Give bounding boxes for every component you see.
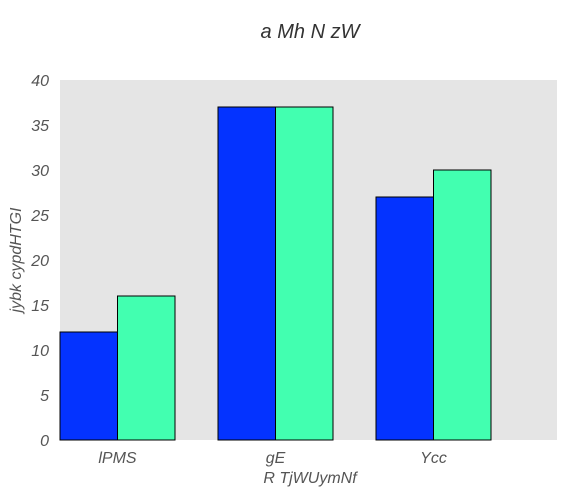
bar-lPMS-series-1 [59,331,118,441]
y-tick-label: 10 [31,343,49,360]
bars-layer [59,106,492,441]
bar-gE-series-1 [217,106,276,441]
y-axis: 0 5 10 15 20 25 30 35 40 [30,73,49,450]
bar-lPMS-series-2 [117,295,176,441]
y-tick-label: 25 [30,208,49,225]
y-axis-label: jybk cypdHTGI [8,207,25,314]
y-tick-label: 35 [31,118,49,135]
y-tick-label: 5 [40,388,49,405]
y-tick-label: 20 [30,253,49,270]
chart-title: a Mh N zW [261,21,362,43]
x-tick-label: gE [266,450,286,467]
bar-Ycc-series-1 [375,196,434,441]
x-tick-label: Ycc [420,450,447,467]
y-tick-label: 30 [31,163,49,180]
bar-gE-series-2 [275,106,334,441]
y-tick-label: 40 [31,73,49,90]
x-axis-label: R TjWUymNf [263,470,358,487]
y-tick-label: 15 [31,298,49,315]
x-axis: lPMS gE Ycc [98,450,446,467]
y-tick-label: 0 [40,433,49,450]
x-tick-label: lPMS [98,450,137,467]
bar-Ycc-series-2 [433,169,492,441]
